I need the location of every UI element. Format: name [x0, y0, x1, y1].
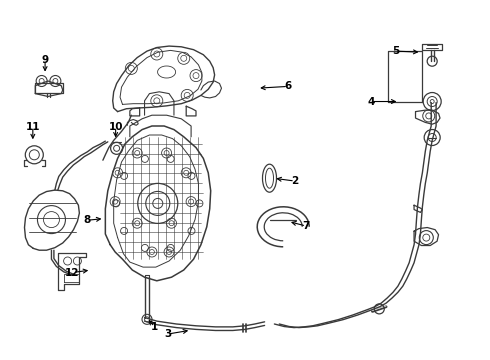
Text: 11: 11 — [25, 122, 40, 132]
Text: 5: 5 — [392, 46, 399, 56]
Text: 3: 3 — [164, 329, 171, 339]
Text: 1: 1 — [151, 322, 158, 332]
Text: 4: 4 — [367, 96, 375, 107]
Text: 9: 9 — [42, 55, 49, 66]
Text: 8: 8 — [83, 215, 90, 225]
Text: 7: 7 — [302, 221, 310, 231]
Text: 2: 2 — [292, 176, 298, 186]
Text: 10: 10 — [108, 122, 123, 132]
Text: 6: 6 — [285, 81, 292, 91]
Text: 12: 12 — [65, 267, 80, 278]
